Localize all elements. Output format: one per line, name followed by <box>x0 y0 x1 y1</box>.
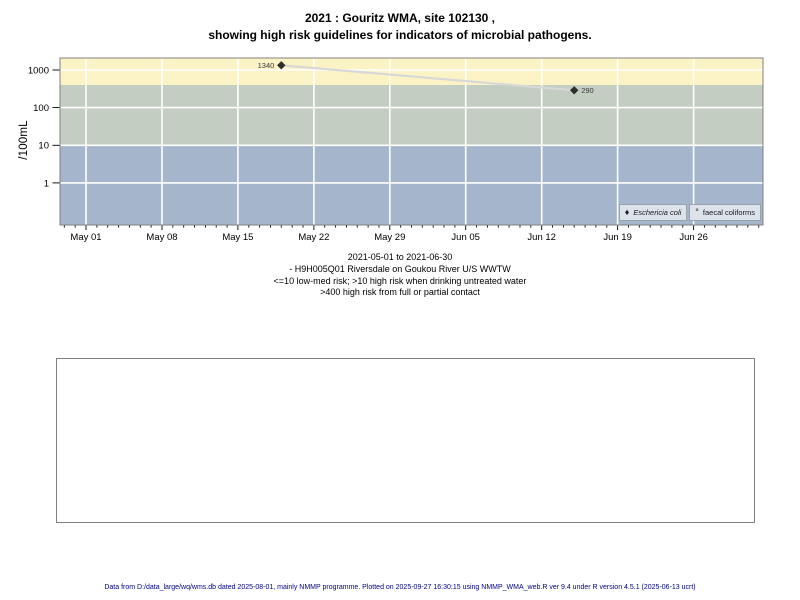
y-tick-label: 1000 <box>28 65 49 76</box>
footer-provenance: Data from D:/data_large/wq/wms.db dated … <box>104 584 696 591</box>
title-line-2: showing high risk guidelines for indicat… <box>208 28 592 42</box>
y-tick-label: 1 <box>44 178 49 189</box>
chart-caption: 2021-05-01 to 2021-06-30 - H9H005Q01 Riv… <box>0 252 800 299</box>
x-tick-label: May 08 <box>146 232 177 243</box>
risk-chart: May 01 May 08 May 15 May 22 May 29 Jun 05 Jun … <box>28 57 764 243</box>
series-line <box>281 64 575 92</box>
x-tick-label: Jun 05 <box>451 232 480 243</box>
empty-panel <box>56 358 755 523</box>
caption-date-range: 2021-05-01 to 2021-06-30 <box>347 252 453 262</box>
legend-label-faecal-coliforms: faecal coliforms <box>702 208 755 217</box>
data-point-label: 290 <box>581 86 594 95</box>
chart-legend: ♦ Eschericia coli ° faecal coliforms <box>618 204 761 221</box>
caption-risk-contact: >400 high risk from full or partial cont… <box>320 287 480 298</box>
filled-diamond-icon: ♦ <box>624 207 630 217</box>
x-tick-label: Jun 26 <box>679 232 708 243</box>
x-tick-label: May 29 <box>374 232 405 243</box>
legend-item-ecoli: ♦ Eschericia coli <box>618 204 688 221</box>
legend-label-ecoli: Eschericia coli <box>633 208 682 217</box>
caption-site: - H9H005Q01 Riversdale on Goukou River U… <box>289 263 511 274</box>
chart-title: 2021 : Gouritz WMA, site 102130 , showin… <box>0 10 800 44</box>
data-point-diamond <box>570 86 579 95</box>
data-point-diamond <box>277 61 286 70</box>
risk-band <box>60 58 763 85</box>
legend-item-faecal-coliforms: ° faecal coliforms <box>689 204 761 221</box>
x-tick-label: May 15 <box>222 232 253 243</box>
title-line-1: 2021 : Gouritz WMA, site 102130 , <box>304 11 496 25</box>
x-tick-label: May 01 <box>70 232 101 243</box>
data-point-label: 1340 <box>258 61 275 70</box>
open-circle-icon: ° <box>695 207 699 217</box>
panel-frame <box>59 57 764 226</box>
risk-band <box>60 85 763 146</box>
x-tick-label: Jun 12 <box>527 232 556 243</box>
y-tick-label: 100 <box>33 103 49 114</box>
x-tick-label: May 22 <box>298 232 329 243</box>
caption-risk-drinking: <=10 low-med risk; >10 high risk when dr… <box>273 275 527 286</box>
y-axis-title: /100mL <box>18 120 30 160</box>
y-tick-label: 10 <box>38 141 49 152</box>
x-tick-label: Jun 19 <box>603 232 632 243</box>
